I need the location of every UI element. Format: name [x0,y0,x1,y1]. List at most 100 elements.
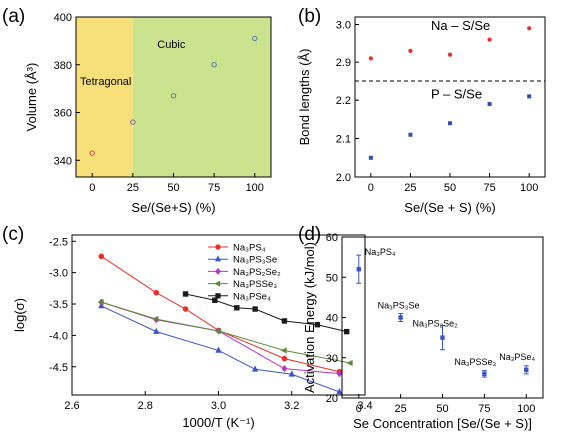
y-tick-label-d: 40 [326,313,338,325]
x-tick-label-a: 75 [208,182,220,194]
y-tick-label-b: 2.2 [336,95,351,107]
data-point [153,289,160,296]
y-tick-label-c: -4.5 [49,362,68,374]
cubic-region [132,17,271,177]
data-point [252,306,258,312]
y-tick-label-c: -3.0 [49,268,68,280]
x-tick-label-d: 100 [517,403,535,415]
x-tick-label-b: 25 [404,182,416,194]
axis-ticks-d: 0 25 50 75 100 20 30 40 50 60 [326,232,536,415]
legend-swatch-marker [215,293,221,299]
x-axis-title-d: Se Concentration [Se/(Se + S)] [353,416,532,431]
data-point-p-s-se [408,132,413,137]
data-point [314,322,321,328]
data-point [182,306,189,312]
y-tick-label-c: -2.5 [49,236,68,248]
x-tick-label-c: 2.8 [138,400,153,412]
data-point-volume [211,62,217,68]
legend-label: Na₃PS₂Se₂ [233,267,281,278]
y-axis-title-a: Volume (Å³) [24,63,39,132]
x-tick-label-d: 75 [478,403,490,415]
data-point [214,327,221,335]
data-label: Na₃PS₃Se [378,301,420,311]
y-tick-label-a: 400 [54,12,72,24]
legend-label: Na₃PS₃Se [233,255,277,266]
y-tick-label-d: 30 [326,353,338,365]
data-label: Na₃PS₄ [365,247,396,257]
x-tick-label-c: 3.0 [211,400,226,412]
data-point-activation-energy [524,367,529,373]
panel-label-c: (c) [2,224,24,245]
data-point-volume [130,119,136,125]
data-points-b [368,26,532,160]
x-tick-label-d: 25 [395,403,407,415]
data-point [212,297,218,303]
data-point-activation-energy [440,335,445,340]
data-point-activation-energy [356,267,361,272]
axis-ticks-b: 0 25 50 75 100 2.9 3.0 2.0 2.1 2.2 [336,20,539,194]
data-point [343,328,350,335]
panel-b: 0 25 50 75 100 2.9 3.0 2.0 2.1 2.2 Na – S/Se P – … [297,6,546,215]
x-tick-label-a: 100 [246,182,264,194]
legend-swatch-marker [214,255,222,262]
data-points-a [89,35,258,156]
panel-a: Tetragonal Cubic 0 25 50 75 100340360380400 … [2,6,272,215]
data-point [234,305,240,311]
data-point [97,299,104,306]
data-point-na-s-se [408,48,413,53]
data-point [288,370,295,377]
x-tick-label-b: 75 [483,182,495,194]
data-point-volume [170,93,177,99]
axis-ticks-a: 0 25 50 75 100 340 360 380 400 [54,12,264,194]
data-point [336,370,343,378]
data-point-activation-energy [482,371,487,377]
x-tick-label-b: 50 [444,182,456,194]
panel-label-d: (d) [298,224,321,245]
x-axis-title-a: Se/(Se+S) (%) [131,200,215,215]
y-tick-label-a: 340 [54,155,72,167]
data-point-volume [252,35,258,42]
data-series-c [97,253,353,395]
series-line [101,255,340,373]
data-point-activation-energy [398,315,403,320]
cubic-region-label: Cubic [157,39,186,51]
data-point [152,315,159,323]
data-point [346,359,353,367]
x-tick-label-d: 50 [436,403,448,415]
panel-label-a: (a) [2,6,25,27]
y-axis-title-c: log(σ) [12,298,27,332]
x-tick-label-b: 0 [368,182,374,194]
x-tick-label-c: 2.6 [64,400,79,412]
tetragonal-region [76,17,133,177]
legend-label: Na₃PS₄ [233,243,266,254]
legend-swatch-marker [215,244,221,250]
legend-swatch-marker [214,280,221,287]
data-point-na-s-se [527,26,532,31]
data-point [153,327,160,334]
data-point [336,387,343,395]
x-axis-title-b: Se/(Se + S) (%) [404,200,495,215]
data-point-na-s-se [368,56,373,61]
x-tick-label-b: 100 [520,182,538,194]
y-tick-label-c: -3.5 [49,299,68,311]
y-tick-label-d: 60 [326,232,338,244]
y-tick-label-b: 2.9 [336,57,351,69]
data-point [281,365,288,373]
x-tick-label-a: 25 [127,182,139,194]
x-tick-label-c: 3.2 [284,400,299,412]
data-point [182,291,189,297]
legend-swatch-marker [215,267,221,275]
data-point-p-s-se [368,155,373,160]
data-point [215,346,222,353]
series-line [101,305,340,393]
legend-label: Na₃PSe₄ [233,291,271,302]
axis-ticks-c: 2.6 2.8 3.0 3.2 3.4 -2.5 -3.0 -3.5 -4.0 -4.5 [49,236,373,412]
y-tick-label-b: 2.1 [336,134,351,146]
legend-label: Na₃PSSe₃ [233,279,277,290]
data-label: Na₃PSSe₃ [454,357,496,367]
series-label-p-s-se: P – S/Se [431,86,482,101]
data-point-na-s-se [447,52,453,57]
